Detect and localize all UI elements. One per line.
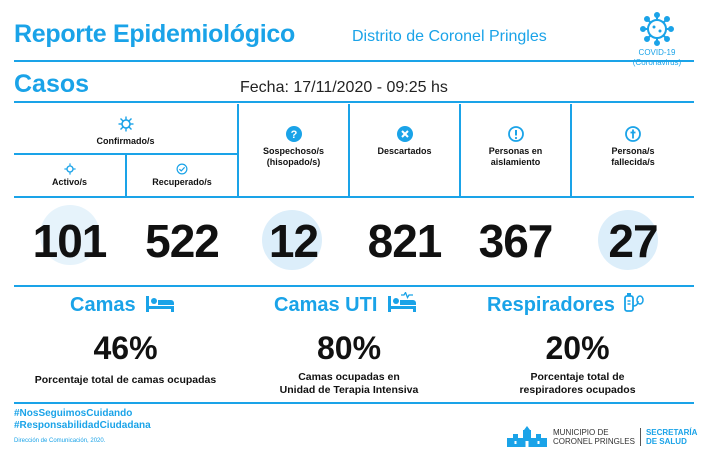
grid-divider bbox=[459, 104, 461, 196]
casos-divider bbox=[14, 101, 694, 103]
camas-uti-title: Camas UTI bbox=[274, 291, 417, 317]
recuperados-header: Recuperado/s bbox=[127, 163, 237, 188]
icu-bed-icon bbox=[387, 291, 416, 312]
question-circle-icon: ? bbox=[285, 126, 302, 142]
fallecidos-label-line2: fallecida/s bbox=[611, 157, 655, 167]
aislamiento-header: Personas en aislamiento bbox=[461, 126, 570, 168]
virus-icon bbox=[63, 163, 76, 175]
district-name: Distrito de Coronel Pringles bbox=[352, 28, 547, 45]
decorative-bubble bbox=[262, 210, 322, 270]
casos-title: Casos bbox=[14, 70, 90, 98]
fallecidos-label-line1: Persona/s bbox=[611, 146, 655, 156]
muni-line2: CORONEL PRINGLES bbox=[553, 437, 635, 446]
respiradores-label-line1: Porcentaje total de bbox=[530, 371, 625, 383]
recuperados-value: 522 bbox=[145, 215, 220, 267]
fallecidos-header: Persona/s fallecida/s bbox=[572, 126, 694, 168]
x-circle-icon bbox=[396, 126, 413, 142]
church-logo-icon bbox=[507, 426, 547, 447]
camas-title: Camas bbox=[70, 292, 175, 317]
grid-divider bbox=[348, 104, 350, 196]
sospechosos-header: ? Sospechoso/s (hisopado/s) bbox=[239, 126, 348, 168]
sec-line2: DE SALUD bbox=[645, 437, 687, 446]
secretaria-name: SECRETARÍA DE SALUD bbox=[646, 428, 697, 446]
confirmados-label: Confirmado/s bbox=[96, 136, 155, 146]
grid-divider bbox=[14, 153, 237, 155]
decorative-bubble bbox=[598, 210, 658, 270]
camas-uti-value: 80% bbox=[316, 330, 382, 366]
fallecidos-value: 27 bbox=[608, 215, 658, 267]
page-title: Reporte Epidemiológico bbox=[14, 20, 295, 48]
sospechosos-label-line2: (hisopado/s) bbox=[266, 157, 321, 167]
grid-divider bbox=[125, 154, 127, 196]
camas-title-text: Camas bbox=[70, 294, 136, 316]
grid-divider bbox=[14, 285, 694, 287]
hashtag-2: #ResponsabilidadCiudadana bbox=[14, 420, 151, 431]
muni-name: MUNICIPIO DE CORONEL PRINGLES bbox=[553, 428, 635, 446]
camas-value: 46% bbox=[93, 330, 158, 366]
sospechosos-label-line1: Sospechoso/s bbox=[262, 146, 325, 156]
aislamiento-label-line1: Personas en bbox=[488, 146, 543, 156]
bed-icon bbox=[146, 296, 175, 312]
camas-label: Porcentaje total de camas ocupadas bbox=[14, 374, 237, 387]
respiradores-label: Porcentaje total de respiradores ocupado… bbox=[461, 371, 694, 397]
camas-uti-label-line1: Camas ocupadas en bbox=[298, 371, 400, 383]
confirmados-header: Confirmado/s bbox=[14, 116, 237, 147]
camas-uti-title-text: Camas UTI bbox=[274, 294, 378, 316]
grid-divider bbox=[237, 104, 239, 196]
activos-value: 101 bbox=[32, 215, 108, 267]
sec-line1: SECRETARÍA bbox=[645, 428, 698, 437]
check-circle-icon bbox=[176, 163, 188, 175]
decorative-bubble bbox=[40, 205, 100, 265]
muni-line1: MUNICIPIO DE bbox=[553, 428, 609, 437]
virus-icon bbox=[118, 116, 133, 132]
camas-uti-label-line2: Unidad de Terapia Intensiva bbox=[279, 384, 419, 396]
ventilator-icon bbox=[624, 293, 645, 312]
sospechosos-value: 12 bbox=[268, 215, 319, 267]
coronavirus-icon bbox=[640, 12, 674, 46]
grid-divider bbox=[570, 104, 572, 196]
camas-uti-label: Camas ocupadas en Unidad de Terapia Inte… bbox=[239, 371, 459, 397]
exclamation-circle-icon bbox=[507, 126, 524, 142]
footer-divider bbox=[14, 402, 694, 404]
descartados-header: Descartados bbox=[350, 126, 459, 157]
hashtags: #NosSeguimosCuidando #ResponsabilidadCiu… bbox=[14, 408, 151, 432]
credit-text: Dirección de Comunicación, 2020. bbox=[14, 438, 106, 444]
covid-badge: COVID-19 (Coronavirus) bbox=[612, 12, 702, 68]
camas-label-line1: Porcentaje total de camas ocupadas bbox=[34, 374, 217, 386]
descartados-value: 821 bbox=[367, 215, 443, 267]
covid-badge-line1: COVID-19 bbox=[638, 48, 676, 57]
header-divider bbox=[14, 60, 694, 62]
grid-divider bbox=[14, 196, 694, 198]
cross-circle-icon bbox=[625, 126, 641, 142]
respiradores-title-text: Respiradores bbox=[487, 294, 615, 316]
respiradores-value: 20% bbox=[545, 330, 610, 366]
descartados-label: Descartados bbox=[377, 146, 432, 156]
covid-badge-line2: (Coronavirus) bbox=[632, 58, 682, 67]
respiradores-label-line2: respiradores ocupados bbox=[519, 384, 636, 396]
respiradores-title: Respiradores bbox=[487, 292, 645, 317]
recuperados-label: Recuperado/s bbox=[152, 177, 212, 187]
svg-text:?: ? bbox=[290, 129, 297, 141]
hashtag-1: #NosSeguimosCuidando bbox=[14, 408, 133, 419]
aislamiento-label-line2: aislamiento bbox=[490, 157, 541, 167]
logo-separator bbox=[639, 428, 641, 446]
report-date: Fecha: 17/11/2020 - 09:25 hs bbox=[240, 79, 448, 96]
activos-label: Activo/s bbox=[51, 177, 87, 187]
activos-header: Activo/s bbox=[14, 163, 125, 188]
aislamiento-value: 367 bbox=[478, 215, 554, 267]
municipality-logo: MUNICIPIO DE CORONEL PRINGLES SECRETARÍA… bbox=[505, 426, 697, 448]
